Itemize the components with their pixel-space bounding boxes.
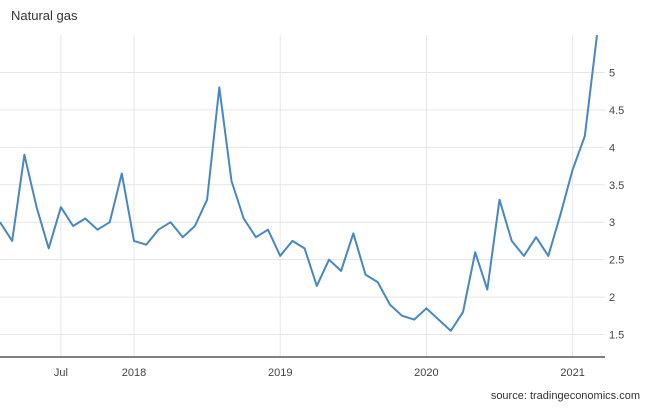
x-tick-label: Jul: [54, 367, 68, 379]
y-tick-label: 1.5: [609, 330, 624, 342]
grid: [0, 35, 605, 357]
x-tick-label: 2020: [414, 367, 438, 379]
y-axis: 1.5 2 2.5 3 3.5 4 4.5 5: [609, 67, 624, 341]
x-tick-label: 2021: [560, 367, 584, 379]
source-label: source: tradingeconomics.com: [490, 390, 640, 402]
y-tick-label: 5: [609, 67, 615, 79]
y-tick-label: 2: [609, 292, 615, 304]
y-tick-label: 3.5: [609, 180, 624, 192]
x-tick-label: 2018: [122, 367, 146, 379]
y-tick-label: 4.5: [609, 105, 624, 117]
price-line: [0, 34, 598, 332]
y-tick-label: 4: [609, 142, 615, 154]
x-axis: Jul 2018 2019 2020 2021: [0, 356, 605, 379]
x-tick-label: 2019: [268, 367, 292, 379]
y-tick-label: 2.5: [609, 255, 624, 267]
y-tick-label: 3: [609, 217, 615, 229]
chart-title: Natural gas: [11, 8, 78, 23]
